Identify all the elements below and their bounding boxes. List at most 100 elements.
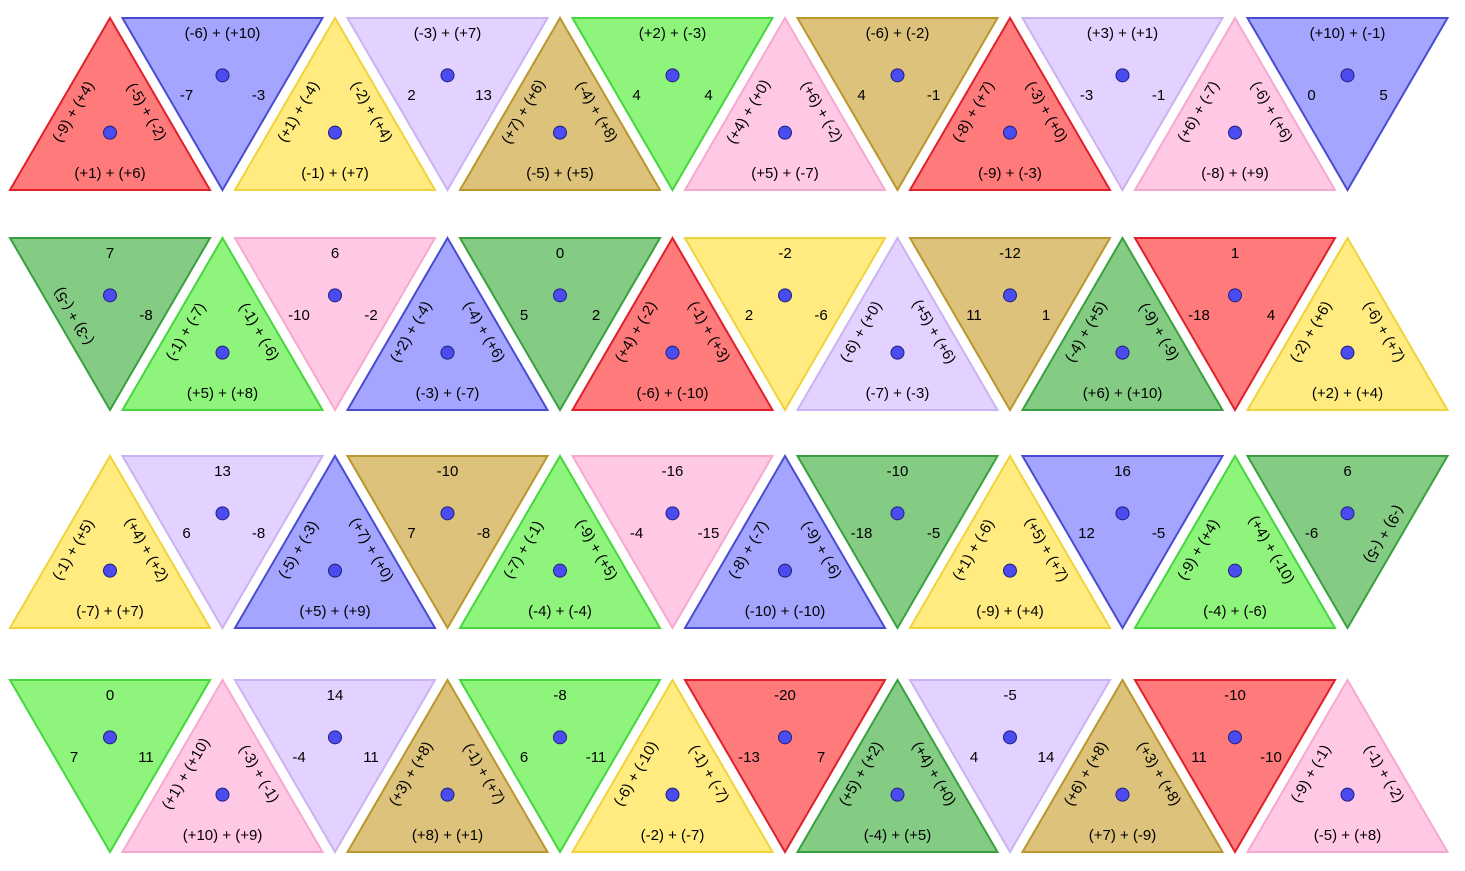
tile-value-label: -10: [288, 307, 310, 324]
tile-center-dot: [553, 730, 567, 745]
tile-value-label: 7: [106, 245, 114, 262]
tile-value-label: 7: [407, 525, 415, 542]
puzzle-tile[interactable]: 14 11 -4: [233, 679, 437, 854]
tile-expression-label: (-4) + (-6): [1203, 603, 1267, 620]
tile-value-label: 1: [1042, 307, 1050, 324]
tile-triangle: [345, 17, 550, 192]
puzzle-tile[interactable]: 0 2 5: [458, 237, 662, 412]
tile-triangle: [1133, 237, 1337, 412]
puzzle-tile[interactable]: -8 -11 6: [458, 679, 662, 854]
tile-triangle: [1020, 678, 1225, 853]
tile-triangle: [458, 16, 662, 191]
puzzle-tile[interactable]: 16 -5 12: [1020, 455, 1225, 630]
tile-triangle: [1133, 16, 1337, 191]
tile-center-dot: [1003, 125, 1017, 140]
puzzle-tile[interactable]: (-1) + (+7)(-2) + (+4)(+1) + (-4): [233, 16, 437, 191]
puzzle-tile[interactable]: (-6) + (+10) -3 -7: [120, 17, 325, 192]
tile-expression-label: (+8) + (+1): [412, 827, 483, 844]
puzzle-tile[interactable]: (-9) + (-3)(-3) + (+0)(-8) + (+7): [908, 16, 1112, 191]
tile-expression-label: (-2) + (-7): [641, 827, 705, 844]
puzzle-tile[interactable]: (-8) + (+9)(-6) + (+6)(+6) + (-7): [1133, 16, 1337, 191]
puzzle-tile[interactable]: -16 -15 -4: [570, 455, 775, 630]
puzzle-tile[interactable]: -10 -10 11: [1133, 679, 1337, 854]
tile-value-label: -5: [1152, 525, 1165, 542]
tile-triangle: [683, 237, 887, 412]
tile-value-label: 7: [817, 749, 825, 766]
tile-triangle: [908, 679, 1112, 854]
tile-center-dot: [890, 68, 905, 83]
tile-expression-label: (-5) + (+5): [526, 165, 594, 182]
puzzle-tile[interactable]: (+8) + (+1)(-1) + (+7)(+3) + (+8): [345, 678, 550, 853]
puzzle-tile[interactable]: (-4) + (-6)(+4) + (-10)(-9) + (+4): [1133, 454, 1337, 629]
tile-triangle: [233, 237, 437, 412]
tile-expression-label: (+1) + (+6): [74, 165, 145, 182]
tile-triangle: [345, 455, 550, 630]
tile-value-label: -5: [1003, 687, 1016, 704]
puzzle-tile[interactable]: (-10) + (-10)(-9) + (-6)(-8) + (-7): [683, 454, 887, 629]
tile-center-dot: [1340, 68, 1355, 83]
tile-expression-label: (-8) + (+9): [1201, 165, 1269, 182]
puzzle-tile[interactable]: 7-8(-3) + (-5): [8, 237, 212, 412]
tile-center-dot: [1340, 345, 1355, 360]
puzzle-tile[interactable]: (-7) + (-3)(+5) + (+6)(-6) + (+0): [795, 236, 1000, 411]
puzzle-tile[interactable]: 6(-9) + (-5)-6: [1245, 455, 1450, 630]
tile-value-label: 0: [106, 687, 114, 704]
puzzle-tile[interactable]: (+2) + (-3) 4 4: [570, 17, 775, 192]
tile-center-dot: [103, 288, 117, 303]
puzzle-tile[interactable]: -5 14 4: [908, 679, 1112, 854]
puzzle-tile[interactable]: (+5) + (-7)(+6) + (-2)(+4) + (+0): [683, 16, 887, 191]
tile-expression-label: (+5) + (-7): [751, 165, 819, 182]
tile-triangle: [345, 236, 550, 411]
tile-triangle: [120, 678, 325, 853]
tile-value-label: -3: [252, 87, 265, 104]
puzzle-tile[interactable]: (+5) + (+9)(+7) + (+0)(-5) + (-3): [233, 454, 437, 629]
tile-center-dot: [778, 730, 792, 745]
tile-value-label: -4: [292, 749, 305, 766]
tile-value-label: -8: [553, 687, 566, 704]
tile-value-label: -4: [630, 525, 643, 542]
tile-expression-label: (-7) + (-3): [866, 385, 930, 402]
tile-center-dot: [1115, 68, 1130, 83]
puzzle-tile[interactable]: (-3) + (+7) 13 2: [345, 17, 550, 192]
tile-center-dot: [553, 563, 567, 578]
tile-value-label: 11: [138, 749, 154, 766]
puzzle-tile[interactable]: (-5) + (+5)(-4) + (+8)(+7) + (+6): [458, 16, 662, 191]
tile-triangle: [683, 679, 887, 854]
puzzle-tile[interactable]: (-7) + (+7)(+4) + (+2)(-1) + (+5): [8, 454, 212, 629]
puzzle-tile[interactable]: (+3) + (+1) -1 -3: [1020, 17, 1225, 192]
tile-center-dot: [215, 68, 230, 83]
tile-center-dot: [328, 288, 342, 303]
puzzle-tile[interactable]: (-9) + (+4)(+5) + (+7)(+1) + (-6): [908, 454, 1112, 629]
puzzle-tile[interactable]: (+10) + (-1) 5 0: [1245, 17, 1450, 192]
tile-center-dot: [665, 787, 680, 802]
puzzle-tile[interactable]: -2 -6 2: [683, 237, 887, 412]
puzzle-tile[interactable]: (-6) + (-2) -1 4: [795, 17, 1000, 192]
puzzle-tile[interactable]: (+6) + (+10)(-9) + (-9)(-4) + (+5): [1020, 236, 1225, 411]
puzzle-tile[interactable]: -10 -8 7: [345, 455, 550, 630]
tile-value-label: -16: [662, 463, 684, 480]
puzzle-tile[interactable]: (+2) + (+4)(-6) + (+7)(-2) + (+6): [1245, 236, 1450, 411]
puzzle-tile[interactable]: 0 11 7: [8, 679, 212, 854]
tile-center-dot: [1115, 506, 1130, 521]
tile-center-dot: [1340, 787, 1355, 802]
tile-center-dot: [328, 563, 342, 578]
tile-triangle: [1020, 455, 1225, 630]
puzzle-tile[interactable]: 6 -2 -10: [233, 237, 437, 412]
puzzle-tile[interactable]: 13 -8 6: [120, 455, 325, 630]
tile-value-label: 4: [857, 87, 865, 104]
tile-value-label: 4: [970, 749, 978, 766]
tile-value-label: -18: [851, 525, 873, 542]
puzzle-tile[interactable]: (-6) + (-10)(-1) + (+3)(+4) + (-2): [570, 236, 775, 411]
puzzle-tile[interactable]: (+7) + (-9)(+3) + (+8)(+6) + (+8): [1020, 678, 1225, 853]
tile-value-label: -1: [927, 87, 940, 104]
puzzle-tile[interactable]: (-4) + (+5)(+4) + (+0)(+5) + (+2): [795, 678, 1000, 853]
tile-value-label: 4: [704, 87, 712, 104]
tile-expression-label: (-3) + (-7): [416, 385, 480, 402]
tile-center-dot: [1228, 288, 1242, 303]
puzzle-tile[interactable]: 1 4 -18: [1133, 237, 1337, 412]
puzzle-tile[interactable]: -10 -5 -18: [795, 455, 1000, 630]
puzzle-tile[interactable]: -20 7 -13: [683, 679, 887, 854]
tile-value-label: 4: [632, 87, 640, 104]
